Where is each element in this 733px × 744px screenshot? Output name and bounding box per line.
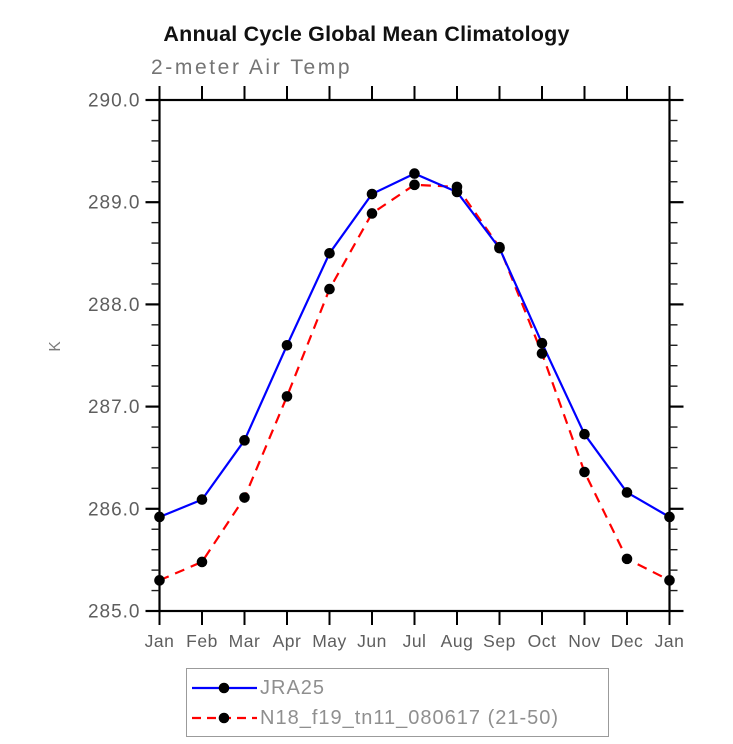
data-point-marker [196, 494, 208, 505]
legend-solid-line-sample [192, 682, 257, 694]
y-tick-label: 286.0 [88, 499, 141, 520]
data-point-marker [324, 248, 335, 259]
legend: JRA25 N18_f19_tn11_080617 (21-50) [186, 668, 609, 737]
x-tick-label: Jan [655, 631, 685, 651]
x-tick-label: Feb [186, 631, 218, 651]
legend-row: JRA25 [190, 676, 325, 700]
y-tick-label: 287.0 [88, 397, 141, 418]
legend-marker-dot [218, 712, 230, 724]
data-point-marker [324, 283, 335, 295]
y-tick-label: 288.0 [88, 295, 141, 316]
y-tick-label: 285.0 [88, 602, 141, 623]
x-tick-label: Mar [229, 631, 261, 651]
legend-dashed-line-sample [192, 712, 257, 724]
chart-subtitle: 2-meter Air Temp [151, 56, 353, 79]
x-tick-label: Jan [145, 631, 175, 651]
chart-title: Annual Cycle Global Mean Climatology [163, 22, 570, 46]
x-tick-label: Sep [483, 631, 516, 651]
y-tick-label: 289.0 [88, 193, 141, 214]
legend-label: JRA25 [260, 676, 326, 699]
data-point-marker [281, 391, 293, 402]
data-point-marker [239, 435, 250, 446]
data-point-marker [451, 181, 463, 193]
data-point-marker [409, 179, 420, 191]
x-tick-label: Aug [441, 631, 474, 651]
legend-label: N18_f19_tn11_080617 (21-50) [260, 706, 560, 729]
legend-marker-dot [218, 682, 230, 694]
x-tick-label: Nov [568, 631, 601, 651]
data-point-marker [196, 556, 208, 568]
data-point-marker [579, 466, 590, 478]
data-point-marker [536, 348, 548, 359]
x-tick-label: Dec [611, 631, 644, 651]
data-point-marker [154, 511, 165, 523]
x-tick-label: Jul [403, 631, 427, 651]
data-point-marker [366, 188, 378, 200]
series-line-model [159, 183, 670, 582]
data-point-marker [536, 337, 548, 349]
x-tick-label: Apr [273, 631, 302, 651]
data-point-marker [366, 208, 378, 219]
data-point-marker [664, 575, 675, 586]
data-point-marker [154, 575, 165, 586]
series-line-reference [159, 172, 671, 519]
data-point-marker [579, 428, 590, 440]
data-point-marker [239, 492, 250, 503]
data-point-marker [281, 339, 293, 351]
x-tick-label: Oct [528, 631, 557, 651]
data-point-marker [664, 511, 675, 523]
y-tick-label: 290.0 [88, 91, 141, 112]
data-point-marker [409, 168, 420, 179]
data-point-marker [621, 487, 633, 498]
data-point-marker [621, 553, 633, 565]
x-tick-label: May [312, 631, 347, 651]
data-point-marker [494, 241, 505, 253]
legend-row: N18_f19_tn11_080617 (21-50) [190, 706, 559, 730]
x-tick-label: Jun [357, 631, 387, 651]
